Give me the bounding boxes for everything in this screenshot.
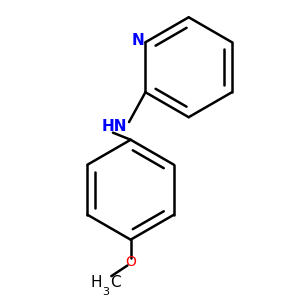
Text: N: N xyxy=(132,33,145,48)
Text: O: O xyxy=(125,255,136,268)
Text: HN: HN xyxy=(102,119,127,134)
Text: 3: 3 xyxy=(103,287,110,297)
Text: H: H xyxy=(90,275,102,290)
Text: C: C xyxy=(110,275,121,290)
